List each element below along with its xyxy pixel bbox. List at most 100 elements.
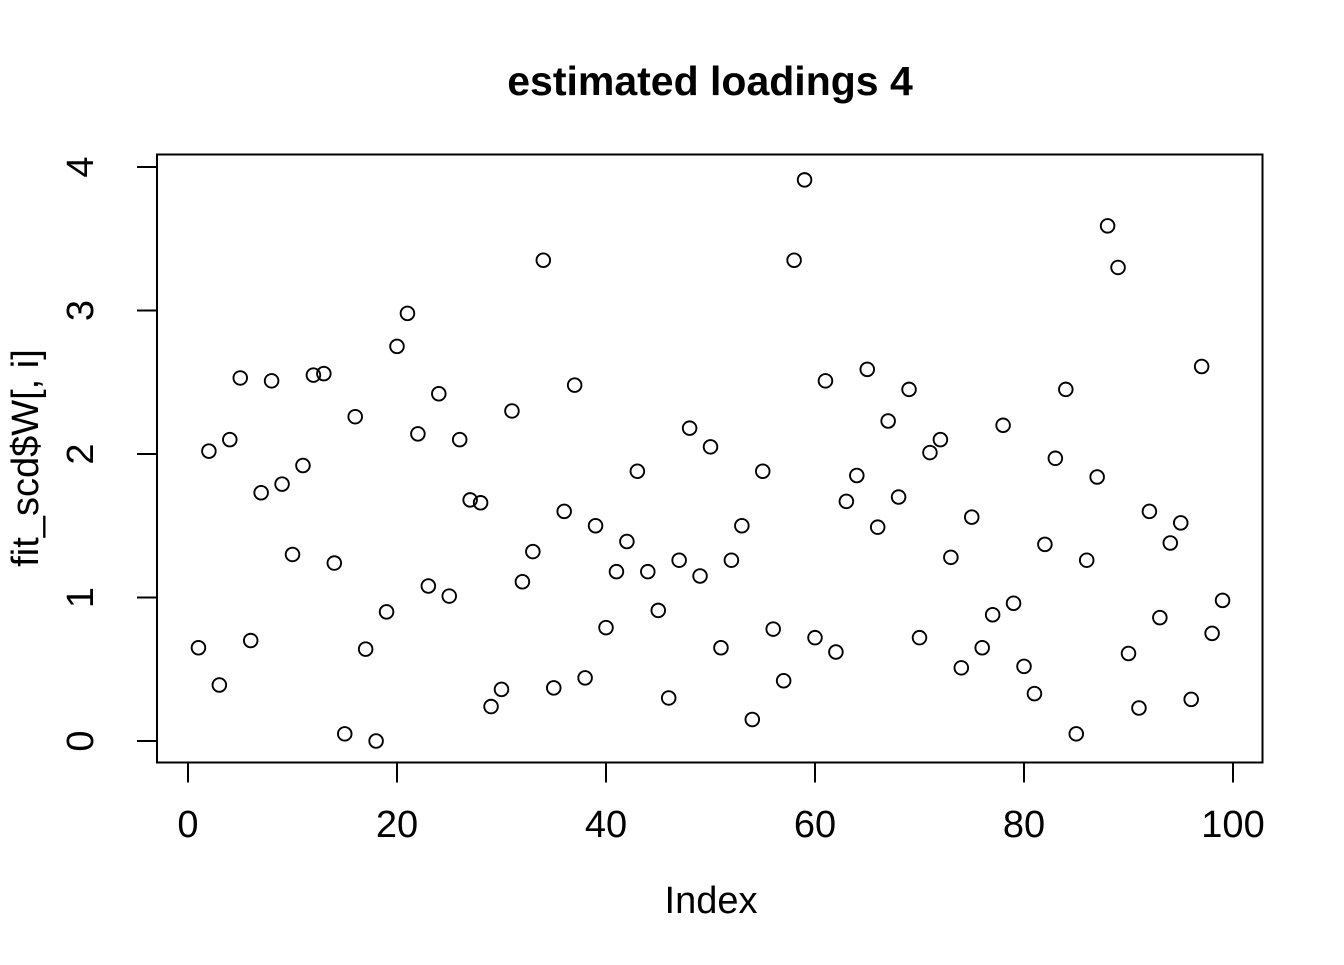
y-axis-label: fit_scd$W[, i] [5, 349, 47, 567]
x-tick-label: 20 [376, 804, 418, 846]
data-point [598, 619, 614, 636]
data-point [441, 588, 458, 604]
data-point [786, 252, 802, 269]
x-tick-label: 0 [177, 804, 198, 846]
data-point [744, 711, 761, 728]
data-point [587, 518, 604, 534]
data-point [995, 417, 1011, 434]
data-points [190, 172, 1231, 749]
x-tick-label: 40 [585, 804, 627, 846]
data-point [650, 602, 667, 619]
data-point [295, 457, 311, 474]
data-point [1183, 691, 1199, 708]
data-point [828, 644, 844, 660]
data-point [211, 677, 228, 693]
data-point [849, 467, 865, 484]
x-tick-label: 80 [1003, 804, 1045, 846]
y-tick-label: 3 [60, 300, 102, 321]
y-tick-label: 4 [60, 156, 102, 177]
data-point [671, 552, 687, 568]
data-point [232, 370, 248, 386]
data-point [901, 381, 917, 398]
data-point [932, 431, 949, 448]
data-point [943, 549, 959, 566]
data-point [640, 563, 656, 580]
data-point [263, 373, 280, 389]
data-point [1204, 625, 1220, 642]
data-point [420, 578, 437, 594]
x-axis-ticks: 0 20 40 60 80 100 [177, 762, 1265, 846]
data-point [399, 305, 416, 322]
plot-box [156, 153, 1264, 764]
y-tick-label: 2 [60, 443, 102, 464]
x-tick-label: 100 [1201, 804, 1264, 846]
data-point [1162, 535, 1179, 551]
data-point [368, 733, 384, 749]
data-point [1120, 645, 1137, 662]
data-point [817, 373, 834, 389]
data-point [660, 690, 677, 706]
data-point [1068, 726, 1084, 742]
data-point [692, 568, 708, 584]
data-point [431, 385, 447, 402]
y-tick-label: 1 [60, 587, 102, 608]
data-point [1131, 700, 1147, 716]
data-point [566, 377, 583, 393]
data-point [890, 489, 907, 505]
data-point [1005, 595, 1022, 611]
data-point [525, 543, 541, 560]
data-point [922, 444, 938, 461]
data-point [1172, 515, 1189, 531]
data-point [274, 476, 290, 492]
data-point [1058, 381, 1074, 398]
data-point [702, 439, 719, 455]
data-point [984, 606, 1001, 623]
data-point [974, 639, 990, 656]
data-point [807, 629, 823, 646]
y-axis-ticks: 0 1 2 3 4 [60, 156, 157, 752]
data-point [472, 495, 489, 511]
data-point [1214, 592, 1231, 609]
data-point [347, 408, 363, 425]
data-point [964, 509, 980, 525]
data-point [869, 519, 886, 535]
data-point [1016, 658, 1032, 675]
data-point [514, 573, 531, 590]
data-point [462, 492, 478, 508]
data-point [326, 555, 343, 571]
data-point [723, 552, 740, 568]
data-point [1110, 259, 1126, 276]
data-point [1099, 218, 1116, 234]
data-point [755, 463, 771, 479]
data-point [1037, 536, 1053, 553]
data-point [880, 413, 896, 429]
data-point [451, 431, 468, 448]
data-point [556, 503, 572, 520]
data-point [1193, 358, 1210, 375]
data-point [619, 533, 635, 550]
data-point [242, 632, 259, 649]
x-axis-label: Index [665, 880, 758, 922]
data-point [1089, 469, 1105, 485]
data-point [483, 698, 499, 715]
data-point [389, 338, 405, 355]
data-point [796, 172, 813, 188]
data-point [1047, 450, 1064, 467]
data-point [838, 493, 855, 510]
data-point [504, 403, 520, 419]
data-point [253, 484, 269, 501]
data-point [953, 660, 970, 676]
data-point [765, 621, 781, 637]
data-point [681, 420, 698, 436]
data-point [535, 252, 552, 269]
data-point [305, 367, 322, 383]
data-point [546, 680, 562, 696]
data-point [734, 518, 750, 534]
chart-title: estimated loadings 4 [507, 58, 913, 104]
data-point [493, 681, 510, 698]
data-point [1152, 609, 1168, 626]
data-point [378, 604, 395, 620]
data-point [316, 365, 332, 382]
